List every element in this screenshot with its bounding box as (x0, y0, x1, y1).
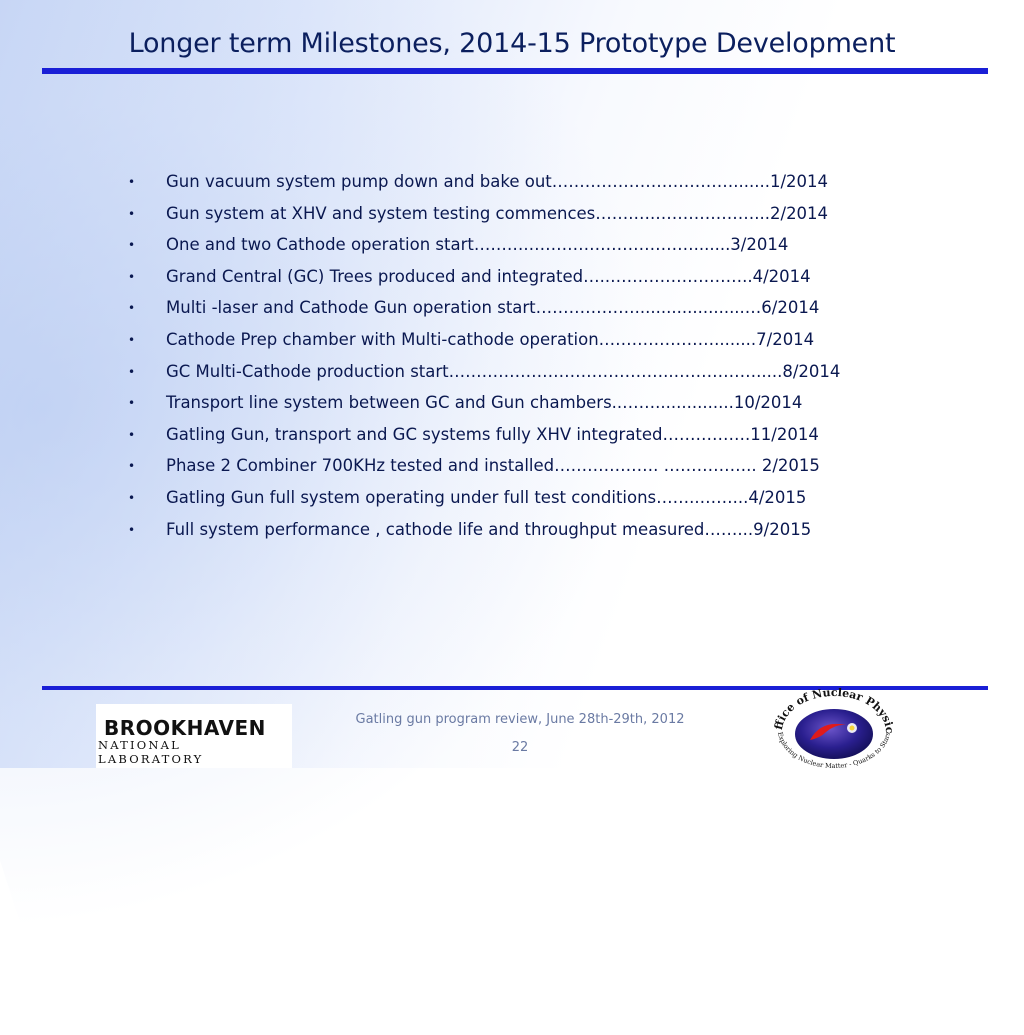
bullet-icon: • (128, 238, 136, 253)
list-item: • Transport line system between GC and Gu… (124, 389, 924, 421)
milestone-text: Gun vacuum system pump down and bake out… (166, 172, 829, 191)
milestone-text: Full system performance , cathode life a… (166, 519, 812, 539)
milestone-text: Gatling Gun full system operating under … (166, 487, 807, 507)
office-of-nuclear-physics-logo: Office of Nuclear Physics Exploring Nucl… (764, 688, 896, 768)
list-item: • Gun vacuum system pump down and bake ou… (124, 168, 924, 200)
brookhaven-logo-subtitle: NATIONAL LABORATORY (98, 738, 204, 766)
onp-globe (794, 708, 874, 760)
milestone-text: Cathode Prep chamber with Multi-cathode … (166, 329, 815, 349)
list-item: • Full system performance , cathode life … (124, 516, 924, 548)
list-item: • Cathode Prep chamber with Multi-cathode… (124, 326, 924, 358)
bullet-icon: • (128, 490, 136, 505)
bullet-icon: • (128, 364, 136, 379)
list-item: • Gun system at XHV and system testing co… (124, 200, 924, 232)
milestone-text: Grand Central (GC) Trees produced and in… (166, 266, 811, 286)
bullet-icon: • (128, 396, 136, 411)
bullet-icon: • (128, 175, 136, 189)
bullet-icon: • (128, 206, 136, 221)
bullet-icon: • (128, 427, 136, 442)
bullet-icon: • (128, 269, 136, 284)
bullet-icon: • (128, 332, 136, 347)
page-number: 22 (511, 740, 529, 755)
list-item: • Multi -laser and Cathode Gun operation … (124, 294, 924, 326)
milestone-text: One and two Cathode operation start……….…… (166, 235, 789, 255)
milestone-text: Multi -laser and Cathode Gun operation s… (166, 298, 820, 318)
title-underline (42, 68, 988, 74)
bullet-icon: • (128, 301, 136, 316)
bullet-icon: • (128, 522, 136, 537)
list-item: • Gatling Gun full system operating under… (124, 484, 924, 516)
milestone-text: Transport line system between GC and Gun… (166, 393, 803, 413)
list-item: • Gatling Gun, transport and GC systems f… (124, 421, 924, 453)
list-item: • GC Multi-Cathode production start………………… (124, 358, 924, 390)
milestone-text: GC Multi-Cathode production start…………………… (166, 361, 841, 381)
milestone-text: Gatling Gun, transport and GC systems fu… (166, 424, 819, 444)
footer-review-text: Gatling gun program review, June 28th-29… (355, 712, 685, 727)
milestone-text: Gun system at XHV and system testing com… (166, 203, 829, 223)
brookhaven-logo: BROOKHAVEN NATIONAL LABORATORY (96, 704, 292, 768)
brookhaven-logo-wordmark: BROOKHAVEN (104, 716, 266, 740)
onp-swirl (810, 723, 850, 740)
list-item: • One and two Cathode operation start……….… (124, 231, 924, 263)
footer-rule (42, 686, 988, 690)
milestone-text: Phase 2 Combiner 700KHz tested and insta… (166, 456, 820, 476)
bullet-icon: • (128, 459, 136, 474)
milestone-list: • Gun vacuum system pump down and bake ou… (124, 168, 924, 547)
list-item: • Grand Central (GC) Trees produced and i… (124, 263, 924, 295)
slide-title: Longer term Milestones, 2014-15 Prototyp… (128, 28, 896, 59)
list-item: • Phase 2 Combiner 700KHz tested and inst… (124, 452, 924, 484)
